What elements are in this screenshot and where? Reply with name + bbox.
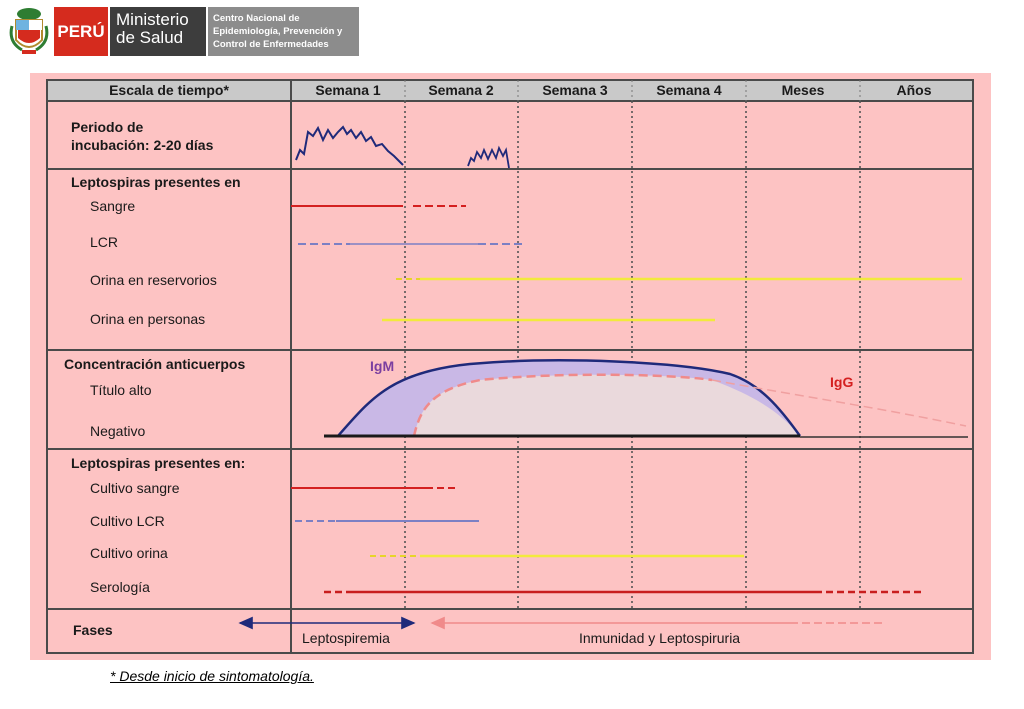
igg-curve [412,373,713,437]
antibodies-high-title: Título alto [90,382,152,398]
col-header-months: Meses [782,82,825,98]
col-header-week1: Semana 1 [315,82,381,98]
center-line-3: Control de Enfermedades [213,39,329,50]
center-label: Centro Nacional de Epidemiología, Preven… [208,7,359,56]
phase-immunity-label: Inmunidad y Leptospiruria [579,630,740,646]
incubation-curve-week1 [295,125,404,166]
col-header-week4: Semana 4 [656,82,722,98]
incubation-label-line2: incubación: 2-20 días [71,137,214,153]
col-header-years: Años [897,82,932,98]
col-header-timescale: Escala de tiempo* [109,82,229,98]
culture-row-urine: Cultivo orina [90,545,168,561]
presence-row-csf: LCR [90,234,118,250]
igg-area [414,374,800,436]
culture-row-csf: Cultivo LCR [90,513,165,529]
ministry-label: Ministerio de Salud [110,7,206,56]
igg-label: IgG [830,374,853,390]
igg-tail-curve [711,379,967,427]
phases-heading: Fases [73,622,113,638]
culture-row-blood: Cultivo sangre [90,480,180,496]
antibodies-heading: Concentración anticuerpos [64,356,245,372]
footnote: * Desde inicio de sintomatología. [110,668,314,684]
peru-coat-of-arms-icon [9,8,49,54]
presence-row-reservoir-urine: Orina en reservorios [90,272,217,288]
header-row [46,79,974,102]
section-dividers [47,168,973,610]
incubation-label-line1: Periodo de [71,119,144,135]
phase-leptospiremia-label: Leptospiremia [302,630,390,646]
center-line-1: Centro Nacional de [213,13,300,24]
col-header-week2: Semana 2 [428,82,494,98]
header: PERÚ Ministerio de Salud Centro Nacional… [0,0,1024,70]
incubation-curve-week2 [467,145,510,169]
culture-row-serology: Serología [90,579,150,595]
peru-label: PERÚ [54,7,108,56]
ministry-line-1: Ministerio [116,10,189,29]
igm-label: IgM [370,358,394,374]
presence-heading: Leptospiras presentes en [71,174,241,190]
culture-heading: Leptospiras presentes en: [71,455,245,471]
antibodies-negative: Negativo [90,423,145,439]
center-line-2: Epidemiología, Prevención y [213,26,343,37]
presence-row-human-urine: Orina en personas [90,311,205,327]
presence-row-blood: Sangre [90,198,135,214]
ministry-line-2: de Salud [116,28,184,47]
col-header-week3: Semana 3 [542,82,608,98]
